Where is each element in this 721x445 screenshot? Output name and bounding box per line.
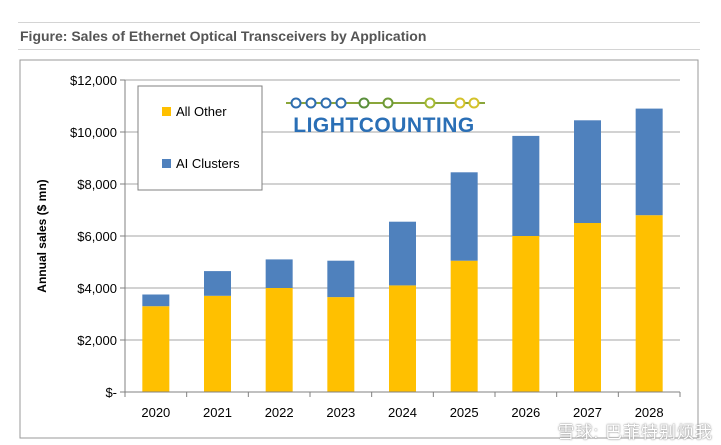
x-tick-label: 2025 xyxy=(450,405,479,420)
y-tick-label: $8,000 xyxy=(77,177,117,192)
logo-dot xyxy=(454,97,466,109)
bar-all-other xyxy=(512,236,540,392)
bar-ai-clusters xyxy=(574,120,601,223)
y-tick-label: $6,000 xyxy=(77,229,117,244)
logo-dot xyxy=(305,97,317,109)
title-rule-bottom xyxy=(18,49,700,50)
logo-dot xyxy=(358,97,370,109)
logo-dot xyxy=(468,97,480,109)
y-tick-label: $2,000 xyxy=(77,333,117,348)
figure-title: Figure: Sales of Ethernet Optical Transc… xyxy=(20,28,427,44)
lightcounting-logo: LIGHTCOUNTING xyxy=(286,97,485,137)
x-tick-label: 2028 xyxy=(635,405,664,420)
title-rule-top xyxy=(18,22,700,23)
logo-dot xyxy=(424,97,436,109)
legend-box xyxy=(137,85,263,191)
legend-label-all-other: All Other xyxy=(176,104,227,119)
logo-dot xyxy=(320,97,332,109)
bar-all-other xyxy=(389,285,416,392)
y-tick-label: $12,000 xyxy=(70,73,117,88)
bar-all-other xyxy=(450,260,478,392)
logo-dot xyxy=(382,97,394,109)
bar-all-other xyxy=(635,215,663,392)
logo-text: LIGHTCOUNTING xyxy=(293,114,474,137)
watermark: 雪球: 巴菲特别烦我 xyxy=(557,423,713,442)
legend-label-ai-clusters: AI Clusters xyxy=(176,156,240,171)
y-tick-label: $4,000 xyxy=(77,281,117,296)
x-tick-label: 2023 xyxy=(326,405,355,420)
bar-ai-clusters xyxy=(635,108,663,216)
bar-all-other xyxy=(574,223,601,392)
y-tick-label: $- xyxy=(105,385,117,400)
bar-ai-clusters xyxy=(389,221,416,286)
x-tick-label: 2022 xyxy=(265,405,294,420)
x-tick-label: 2021 xyxy=(203,405,232,420)
bars xyxy=(142,108,663,392)
logo-dot xyxy=(290,97,302,109)
bar-ai-clusters xyxy=(142,294,170,307)
x-tick-label: 2027 xyxy=(573,405,602,420)
x-tick-labels: 2020 2021 2022 2023 2024 2025 2026 2027 2028 xyxy=(124,392,681,420)
x-tick-label: 2024 xyxy=(388,405,417,420)
bar-all-other xyxy=(142,306,170,392)
legend-swatch-all-other xyxy=(162,107,171,116)
y-tick-label: $10,000 xyxy=(70,125,117,140)
x-tick-label: 2026 xyxy=(511,405,540,420)
legend-swatch-ai-clusters xyxy=(162,159,171,168)
bar-ai-clusters xyxy=(512,135,540,236)
bar-all-other xyxy=(327,297,355,392)
x-tick-label: 2020 xyxy=(141,405,170,420)
y-tick-labels: $- $2,000 $4,000 $6,000 $8,000 $10,000 $12,000 xyxy=(70,73,125,400)
bar-all-other xyxy=(265,288,293,392)
bar-ai-clusters xyxy=(450,172,478,261)
bar-ai-clusters xyxy=(327,260,355,298)
bar-ai-clusters xyxy=(204,271,231,296)
bar-all-other xyxy=(204,295,231,392)
legend: All Other AI Clusters xyxy=(137,85,263,191)
y-axis-label: Annual sales ($ mn) xyxy=(35,179,49,292)
bar-ai-clusters xyxy=(265,259,293,288)
logo-dot xyxy=(335,97,347,109)
